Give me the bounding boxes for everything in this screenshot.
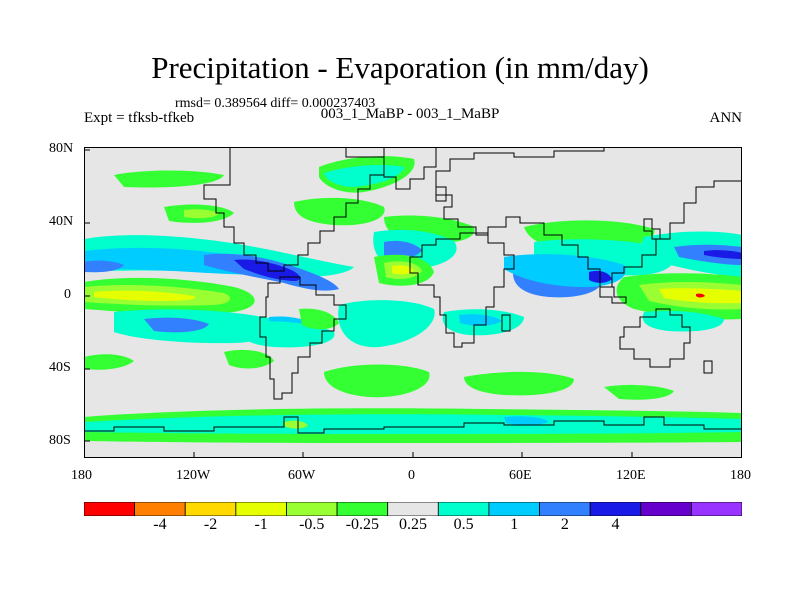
field-green-south-pacific-midlat: [84, 354, 134, 370]
colorbar-swatch: [286, 502, 338, 516]
outline-north-america: [203, 147, 385, 272]
field-green-southern-indian: [464, 371, 574, 396]
lat-label-80n: 80N: [49, 141, 74, 156]
lat-label-0: 0: [64, 287, 71, 302]
colorbar-label: -0.25: [345, 516, 380, 533]
experiment-label: Expt = tfksb-tfkeb: [84, 110, 195, 126]
lon-label-180-right: 180: [730, 468, 751, 483]
lon-label-180-left: 180: [71, 468, 92, 483]
field-cyan-south-america: [234, 321, 335, 348]
colorbar-label: 2: [560, 516, 569, 533]
case-comparison-label: 003_1_MaBP - 003_1_MaBP: [320, 106, 500, 122]
map-title: Precipitation - Evaporation (in mm/day): [151, 50, 649, 85]
colorbar-swatch: [134, 502, 186, 516]
field-green-north-europe: [294, 197, 385, 226]
colorbar-label: -4: [153, 516, 167, 533]
field-cyan-antarctic-coast: [84, 414, 742, 434]
colorbar-swatch: [336, 502, 389, 516]
colorbar-swatch: [488, 502, 540, 516]
lon-label-60w: 60W: [288, 468, 316, 483]
outline-japan: [643, 218, 661, 240]
lon-label-120e: 120E: [616, 468, 646, 483]
colorbar-swatch: [84, 502, 136, 516]
outline-madagascar: [501, 314, 511, 332]
outline-south-america: [259, 276, 347, 400]
colorbar-swatch: [437, 502, 490, 516]
lon-label-0: 0: [408, 468, 415, 483]
outline-uk: [435, 186, 447, 202]
colorbar-label: -1: [254, 516, 268, 533]
outline-africa: [409, 232, 515, 348]
field-sky-antarctic-spot: [504, 416, 549, 426]
colorbar: [84, 502, 742, 516]
field-cyan-east-of-australia: [642, 310, 724, 332]
colorbar-label: 1: [510, 516, 519, 533]
continent-outlines: [84, 147, 742, 434]
outline-eurasia: [435, 147, 742, 288]
field-cyan-south-atlantic: [338, 300, 435, 348]
lat-label-40s: 40S: [49, 360, 71, 375]
colorbar-swatch: [539, 502, 591, 516]
colorbar-swatch: [690, 502, 742, 516]
lon-label-120w: 120W: [176, 468, 211, 483]
outline-australia: [619, 308, 691, 368]
field-green-s-america: [299, 308, 339, 330]
outline-antarctica: [84, 416, 742, 434]
colorbar-label: 4: [611, 516, 620, 533]
precip-evap-map: [84, 147, 742, 458]
field-green-southern-ocean-east: [604, 384, 674, 400]
field-red-spot-west-pacific: [696, 293, 705, 298]
outline-greenland: [383, 147, 437, 190]
field-blue-mid-atlantic: [384, 240, 422, 259]
field-yellow-tropics-pacific: [94, 290, 196, 301]
colorbar-label: 0.25: [399, 516, 427, 533]
colorbar-swatch: [235, 502, 287, 516]
colorbar-swatch: [387, 502, 439, 516]
lon-label-60e: 60E: [509, 468, 532, 483]
colorbar-label: -2: [203, 516, 218, 533]
field-yellowgreen-antarctic-spot: [284, 420, 308, 429]
field-green-arctic-pacific: [114, 170, 224, 188]
colorbar-swatch: [589, 502, 642, 516]
rmsd-diff-stats: rmsd= 0.389564 diff= 0.000237403: [175, 96, 376, 111]
field-blue-spacific: [144, 317, 209, 333]
outline-maritime-continent: [599, 286, 627, 304]
field-darkblue-nw-pacific: [704, 250, 742, 259]
axis-ticks: [84, 149, 633, 458]
field-green-south-atlantic-midlat: [324, 364, 430, 398]
colorbar-swatch: [640, 502, 692, 516]
field-green-south-america-south: [224, 349, 274, 369]
field-blue-west-pacific: [84, 260, 124, 273]
colorbar-label: 0.5: [453, 516, 474, 533]
colorbar-swatch: [184, 502, 237, 516]
field-yellowgreen-pacific-northwest: [184, 209, 219, 219]
field-yellow-west-africa: [392, 265, 414, 275]
colorbar-label: -0.5: [299, 516, 325, 533]
outline-new-zealand: [703, 360, 713, 374]
lat-label-80s: 80S: [49, 433, 71, 448]
field-darkblue-east-pacific: [234, 259, 300, 281]
lat-label-40n: 40N: [49, 214, 74, 229]
season-label: ANN: [709, 110, 743, 126]
field-sky-indian-south: [459, 314, 502, 326]
